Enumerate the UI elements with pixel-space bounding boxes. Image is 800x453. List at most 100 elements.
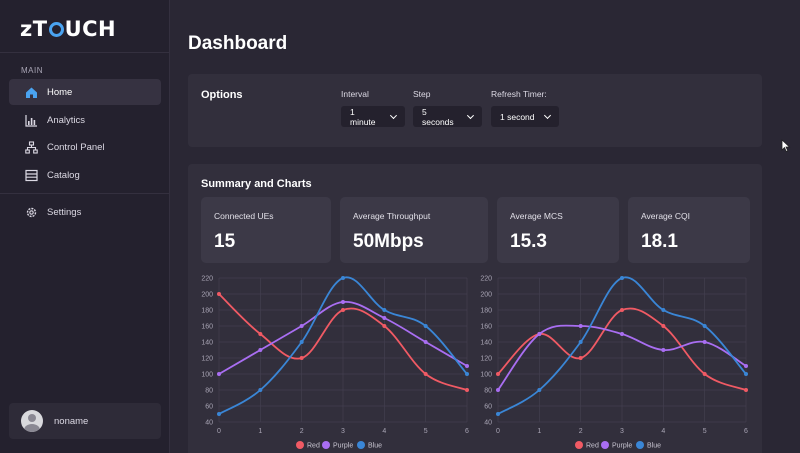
data-point-red — [299, 356, 304, 360]
line-chart-right: 40 60 80 100 120 140 160 180 200 220 0 1 2 3 4 5 6 Red Pur… — [480, 276, 748, 450]
data-point-purple — [744, 364, 748, 368]
sidebar-item-home[interactable]: Home — [9, 79, 161, 105]
chevron-down-icon — [390, 111, 398, 119]
sidebar-item-settings[interactable]: Settings — [9, 199, 161, 225]
bar-chart-icon — [24, 113, 38, 127]
gear-icon — [24, 205, 38, 219]
sidebar: zT UCH MAIN Home Analytics Control Panel … — [0, 0, 170, 453]
y-tick-label: 60 — [484, 404, 492, 411]
home-icon — [24, 85, 38, 99]
stat-value: 15 — [214, 231, 236, 252]
sidebar-item-analytics[interactable]: Analytics — [9, 107, 161, 133]
data-point-blue — [217, 412, 221, 416]
data-point-blue — [423, 324, 428, 328]
sidebar-item-catalog[interactable]: Catalog — [9, 162, 161, 188]
data-point-red — [382, 324, 387, 328]
x-tick-label: 1 — [258, 428, 262, 435]
y-tick-label: 140 — [480, 340, 492, 347]
data-point-blue — [496, 412, 500, 416]
legend-label: Blue — [647, 443, 661, 450]
y-tick-label: 180 — [480, 308, 492, 315]
sidebar-item-label: Settings — [47, 206, 82, 218]
user-profile[interactable]: noname — [9, 403, 161, 439]
y-tick-label: 60 — [205, 404, 213, 411]
page-title: Dashboard — [188, 33, 288, 54]
y-tick-label: 160 — [480, 324, 492, 331]
data-point-purple — [382, 316, 387, 320]
step-select[interactable]: 5 seconds — [413, 106, 482, 127]
x-tick-label: 6 — [465, 428, 469, 435]
refresh-select[interactable]: 1 second — [491, 106, 559, 127]
stat-label: Connected UEs — [214, 211, 274, 221]
sidebar-item-label: Analytics — [47, 114, 86, 126]
summary-card: Summary and Charts Connected UEs 15 Aver… — [188, 164, 762, 453]
step-value: 5 seconds — [422, 106, 454, 127]
y-tick-label: 80 — [484, 388, 492, 395]
stat-card-connected-ues: Connected UEs 15 — [201, 197, 331, 263]
step-label: Step — [413, 89, 431, 99]
data-point-blue — [620, 276, 624, 280]
stat-label: Average CQI — [641, 211, 690, 221]
x-tick-label: 5 — [703, 428, 707, 435]
data-point-purple — [341, 300, 345, 304]
mouse-cursor-icon — [781, 139, 791, 153]
x-tick-label: 0 — [496, 428, 500, 435]
data-point-red — [744, 388, 748, 392]
data-point-red — [217, 292, 221, 296]
y-tick-label: 40 — [205, 420, 213, 427]
legend-swatch-red — [575, 441, 583, 449]
refresh-value: 1 second — [500, 111, 535, 122]
data-point-purple — [496, 388, 500, 392]
data-point-red — [465, 388, 469, 392]
stat-value: 15.3 — [510, 231, 547, 252]
data-point-purple — [578, 324, 583, 328]
stat-card-average-cqi: Average CQI 18.1 — [628, 197, 750, 263]
y-tick-label: 200 — [480, 292, 492, 299]
app-logo[interactable]: zT UCH — [20, 17, 117, 41]
y-tick-label: 180 — [201, 308, 213, 315]
data-point-purple — [465, 364, 469, 368]
y-tick-label: 40 — [484, 420, 492, 427]
y-tick-label: 120 — [201, 356, 213, 363]
interval-group: Interval 1 minute — [341, 89, 405, 127]
sidebar-item-control-panel[interactable]: Control Panel — [9, 134, 161, 160]
y-tick-label: 80 — [205, 388, 213, 395]
legend-swatch-purple — [322, 441, 330, 449]
data-point-red — [423, 372, 428, 376]
summary-title: Summary and Charts — [201, 178, 312, 190]
data-point-blue — [578, 340, 583, 344]
x-tick-label: 3 — [620, 428, 624, 435]
logo-o-mark — [48, 22, 64, 37]
data-point-red — [620, 308, 624, 312]
x-tick-label: 4 — [382, 428, 386, 435]
data-point-purple — [702, 340, 707, 344]
x-tick-label: 0 — [217, 428, 221, 435]
stat-value: 18.1 — [641, 231, 678, 252]
data-point-purple — [299, 324, 304, 328]
y-tick-label: 120 — [480, 356, 492, 363]
line-chart-left: 40 60 80 100 120 140 160 180 200 220 0 1 2 3 4 5 6 Red Pur… — [201, 276, 469, 450]
x-tick-label: 6 — [744, 428, 748, 435]
sidebar-item-label: Home — [47, 86, 73, 98]
sitemap-icon — [24, 140, 38, 154]
user-name: noname — [54, 415, 89, 427]
chevron-down-icon — [543, 111, 552, 119]
legend-label: Red — [307, 443, 320, 450]
data-point-purple — [537, 332, 542, 336]
refresh-label: Refresh Timer: — [491, 89, 547, 99]
data-point-red — [496, 372, 500, 376]
options-card: Options Interval 1 minute Step 5 seconds… — [188, 74, 762, 147]
y-tick-label: 160 — [201, 324, 213, 331]
interval-value: 1 minute — [350, 106, 376, 127]
interval-select[interactable]: 1 minute — [341, 106, 405, 127]
y-tick-label: 220 — [201, 276, 213, 283]
data-point-purple — [217, 372, 221, 376]
data-point-red — [341, 308, 345, 312]
sidebar-item-label: Catalog — [47, 169, 80, 181]
stat-card-average-throughput: Average Throughput 50Mbps — [340, 197, 488, 263]
data-point-red — [661, 324, 666, 328]
data-point-red — [258, 332, 263, 336]
data-point-purple — [423, 340, 428, 344]
sidebar-divider — [0, 193, 170, 194]
legend-swatch-red — [296, 441, 304, 449]
